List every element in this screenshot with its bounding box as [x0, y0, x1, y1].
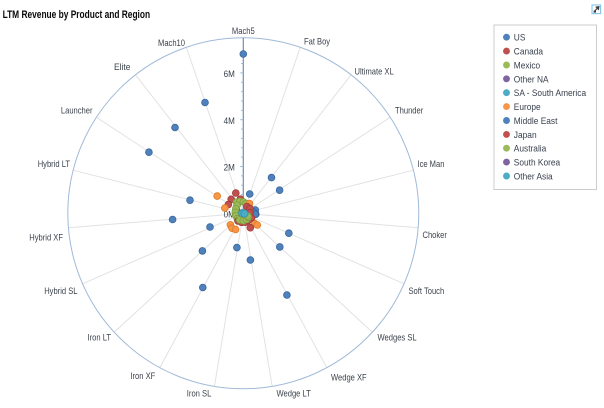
svg-text:Mach5: Mach5	[232, 26, 255, 36]
svg-text:2M: 2M	[224, 163, 235, 173]
svg-text:Ultimate XL: Ultimate XL	[355, 66, 394, 76]
svg-text:Wedge LT: Wedge LT	[277, 388, 312, 398]
svg-text:Other Asia: Other Asia	[514, 172, 553, 183]
svg-text:SA - South America: SA - South America	[514, 88, 587, 99]
svg-text:Iron SL: Iron SL	[187, 388, 212, 398]
svg-text:Fat Boy: Fat Boy	[304, 36, 330, 46]
svg-text:Launcher: Launcher	[61, 106, 93, 116]
svg-text:Iron XF: Iron XF	[130, 371, 155, 381]
svg-text:Elite: Elite	[114, 62, 131, 72]
svg-text:Ice Man: Ice Man	[418, 159, 445, 169]
svg-text:Hybrid LT: Hybrid LT	[38, 159, 71, 169]
svg-text:6M: 6M	[224, 69, 235, 79]
svg-text:Other NA: Other NA	[514, 74, 549, 85]
svg-text:US: US	[514, 33, 526, 44]
svg-text:Europe: Europe	[514, 102, 541, 113]
svg-text:0M: 0M	[224, 210, 235, 220]
svg-text:Choker: Choker	[423, 230, 447, 240]
svg-text:Australia: Australia	[514, 144, 547, 155]
svg-text:South Korea: South Korea	[514, 158, 561, 169]
svg-text:Canada: Canada	[514, 47, 544, 58]
svg-text:Hybrid SL: Hybrid SL	[44, 286, 77, 296]
svg-text:Soft Touch: Soft Touch	[409, 286, 445, 296]
svg-text:Wedge XF: Wedge XF	[331, 373, 367, 383]
svg-text:Wedges SL: Wedges SL	[378, 333, 417, 343]
svg-text:Middle East: Middle East	[514, 116, 558, 127]
svg-text:LTM Revenue by Product and Reg: LTM Revenue by Product and Region	[3, 9, 151, 21]
svg-text:Iron LT: Iron LT	[88, 333, 112, 343]
svg-text:Mach10: Mach10	[158, 38, 185, 48]
svg-text:Japan: Japan	[514, 130, 537, 141]
svg-text:4M: 4M	[224, 116, 235, 126]
svg-text:Hybrid XF: Hybrid XF	[29, 233, 63, 243]
svg-text:Thunder: Thunder	[395, 106, 423, 116]
svg-text:Mexico: Mexico	[514, 61, 540, 72]
